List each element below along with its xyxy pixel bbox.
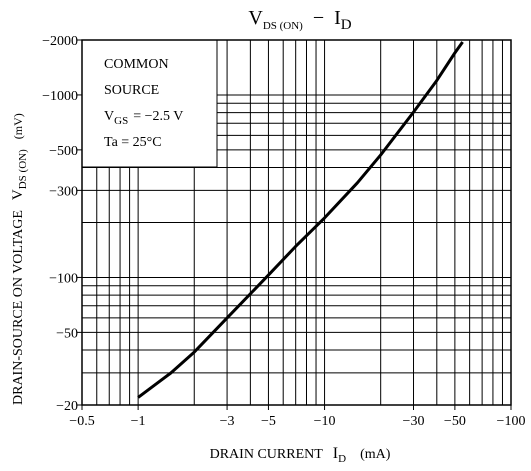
annotation-value: = −2.5 V: [133, 109, 183, 124]
y-tick-label: −1000: [42, 89, 78, 104]
y-tick-label: −20: [56, 399, 78, 414]
y-label-unit: (mV): [11, 113, 25, 139]
x-axis-label: DRAIN CURRENT ID (mA): [210, 445, 391, 465]
x-tick-label: −3: [220, 414, 235, 429]
title-sub: DS (ON): [263, 20, 303, 32]
y-tick-label: −100: [49, 271, 78, 286]
plot-frame: [81, 39, 512, 406]
title-part: V: [248, 7, 263, 29]
x-tick-label: −50: [444, 414, 466, 429]
y-label-v: V: [10, 189, 26, 200]
x-tick-label: −1: [131, 414, 146, 429]
annotation-line: COMMON: [104, 57, 169, 72]
x-label-unit: (mA): [360, 447, 391, 462]
annotation-box: [81, 39, 218, 168]
x-tick-label: −100: [497, 414, 526, 429]
y-tick-label: −2000: [42, 34, 78, 49]
x-tick-label: −5: [261, 414, 276, 429]
y-label-text: DRAIN-SOURCE ON VOLTAGE: [11, 210, 26, 405]
x-label-sub: D: [338, 453, 346, 465]
chart-title: VDS (ON) − ID: [248, 7, 351, 33]
y-axis-label: DRAIN-SOURCE ON VOLTAGE VDS (ON) (mV): [10, 113, 29, 405]
y-tick-label: −500: [49, 144, 78, 159]
annotation-sub: GS: [114, 115, 128, 127]
title-part: I: [334, 7, 341, 29]
y-tick-label: −50: [56, 326, 78, 341]
x-tick-label: −30: [403, 414, 425, 429]
annotation-line: VGS = −2.5 V: [104, 109, 183, 127]
annotation-line: Ta = 25°C: [104, 135, 162, 150]
title-sub: D: [341, 17, 352, 33]
x-label-i: I: [333, 445, 338, 462]
y-label-sub: DS (ON): [17, 149, 29, 189]
annotation-line: SOURCE: [104, 83, 159, 98]
annotation-v: V: [104, 109, 114, 124]
y-tick-label: −300: [49, 184, 78, 199]
x-tick-label: −10: [314, 414, 336, 429]
x-label-text: DRAIN CURRENT: [210, 447, 324, 462]
x-tick-label: −0.5: [69, 414, 94, 429]
curve: [137, 41, 464, 399]
title-sep: −: [313, 7, 324, 29]
